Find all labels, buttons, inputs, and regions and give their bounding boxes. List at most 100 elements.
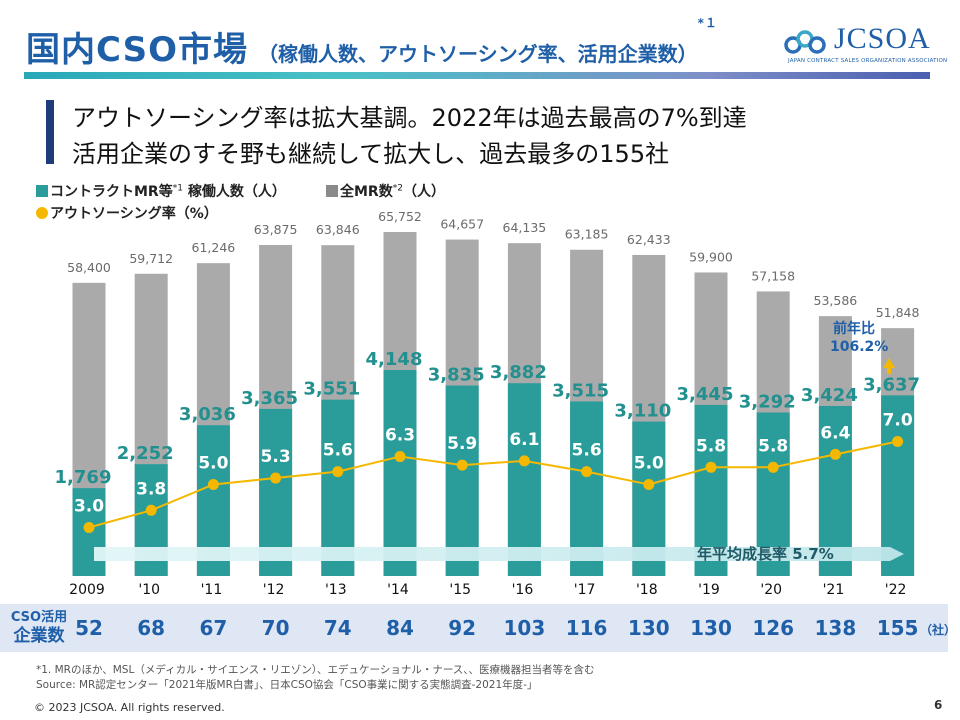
total-value-label: 64,135 bbox=[503, 220, 547, 235]
total-value-label: 58,400 bbox=[67, 260, 111, 275]
message-bar bbox=[46, 100, 54, 164]
cso-value: 92 bbox=[448, 616, 477, 640]
rate-labels: 3.0 3.8 5.0 5.3 5.6 6.3 5.9 6.1 5.6 5.0 5.8 5.8 6.4 7… bbox=[74, 411, 913, 517]
rate-point bbox=[643, 479, 655, 490]
contract-value-label: 3,835 bbox=[428, 365, 485, 386]
legend-total-suffix: （人） bbox=[402, 184, 445, 200]
growth-label: 年平均成長率 5.7% bbox=[697, 545, 834, 563]
rate-value-label: 5.3 bbox=[261, 447, 291, 467]
x-tick-label: '13 bbox=[325, 582, 347, 598]
rate-point bbox=[394, 451, 406, 463]
contract-value-label: 3,036 bbox=[179, 404, 236, 425]
rate-point bbox=[270, 472, 282, 484]
contract-bar bbox=[445, 385, 479, 576]
contract-value-label: 3,365 bbox=[241, 388, 298, 409]
legend-total-swatch bbox=[326, 185, 338, 197]
rate-value-label: 6.3 bbox=[385, 426, 415, 446]
legend-total-note: *2 bbox=[392, 183, 403, 194]
contract-value-label: 1,769 bbox=[55, 467, 112, 488]
total-value-label: 61,246 bbox=[192, 240, 236, 255]
x-tick-label: '18 bbox=[636, 582, 658, 598]
page-subtitle: （稼働人数、アウトソーシング率、活用企業数） bbox=[257, 42, 698, 66]
x-tick-label: '10 bbox=[138, 582, 160, 598]
rate-polyline bbox=[88, 440, 898, 529]
rate-value-label: 6.4 bbox=[820, 423, 850, 443]
contract-value-label: 2,252 bbox=[117, 443, 174, 464]
message-line-2: 活用企業のすそ野も継続して拡大し、過去最多の155社 bbox=[72, 140, 670, 168]
rate-value-label: 5.6 bbox=[323, 441, 353, 461]
x-tick-label: '16 bbox=[512, 582, 534, 598]
rate-point bbox=[829, 448, 841, 460]
cso-value: 67 bbox=[199, 616, 228, 640]
rate-point bbox=[456, 459, 468, 471]
legend-rate-dot bbox=[36, 207, 48, 219]
cso-label-line-2: 企業数 bbox=[13, 626, 65, 646]
x-tick-label: '22 bbox=[885, 582, 907, 598]
contract-value-label: 3,424 bbox=[801, 385, 858, 406]
rate-value-label: 6.1 bbox=[509, 430, 539, 450]
logo-icon bbox=[784, 30, 826, 54]
legend-contract-label: コントラクトMR等 bbox=[50, 184, 173, 200]
cso-value: 116 bbox=[565, 616, 608, 640]
cso-value: 52 bbox=[75, 616, 103, 640]
rate-point bbox=[581, 466, 593, 478]
legend-rate-label: アウトソーシング率（%） bbox=[50, 206, 218, 222]
total-value-label: 62,433 bbox=[627, 232, 671, 247]
total-value-label: 53,586 bbox=[814, 293, 858, 308]
rate-point bbox=[145, 504, 157, 516]
contract-value-label: 3,551 bbox=[303, 379, 360, 400]
contract-bar bbox=[321, 399, 355, 576]
legend-total-label: 全MR数 bbox=[340, 184, 393, 200]
contract-value-label: 3,292 bbox=[739, 392, 796, 413]
rate-point bbox=[892, 436, 904, 447]
cso-value: 74 bbox=[323, 616, 352, 640]
x-tick-label: '14 bbox=[387, 582, 409, 598]
copyright: © 2023 JCSOA. All rights reserved. bbox=[34, 701, 225, 714]
total-value-label: 59,900 bbox=[689, 249, 733, 264]
rate-value-label: 5.8 bbox=[696, 436, 726, 456]
contract-value-label: 3,110 bbox=[614, 401, 671, 422]
rate-line bbox=[83, 436, 904, 533]
contract-value-label: 3,515 bbox=[552, 380, 609, 401]
rate-point bbox=[705, 461, 717, 473]
cso-value: 84 bbox=[386, 616, 414, 640]
x-tick-labels: 2009 '10 '11 '12 '13 '14 '15 '16 '17 '18 '19 '20 '21… bbox=[69, 582, 906, 598]
x-tick-label: 2009 bbox=[69, 582, 105, 598]
legend-contract-suffix: 稼働人数（人） bbox=[182, 184, 286, 200]
contract-bar bbox=[507, 383, 541, 576]
legend-contract: コントラクトMR等*1 稼働人数（人） bbox=[36, 181, 286, 201]
contract-value-label: 3,882 bbox=[490, 362, 547, 383]
page-number: 6 bbox=[934, 698, 943, 712]
cso-value: 103 bbox=[503, 616, 546, 640]
cso-value: 155 bbox=[876, 616, 919, 640]
cso-label-line-1: CSO活用 bbox=[10, 610, 68, 625]
x-tick-label: '21 bbox=[823, 582, 845, 598]
x-tick-label: '15 bbox=[449, 582, 471, 598]
total-value-label: 63,846 bbox=[316, 222, 360, 237]
cso-unit: （社） bbox=[920, 623, 957, 637]
growth-arrow bbox=[94, 547, 904, 561]
legend-contract-note: *1 bbox=[172, 183, 183, 194]
total-value-label: 64,657 bbox=[440, 217, 484, 232]
rate-value-label: 5.0 bbox=[198, 454, 228, 474]
total-value-label: 65,752 bbox=[378, 209, 422, 224]
total-value-label: 51,848 bbox=[876, 305, 920, 320]
cso-value: 130 bbox=[690, 616, 732, 640]
page-title-main: 国内CSO市場 bbox=[26, 30, 248, 70]
cso-row-label: CSO活用 企業数 bbox=[4, 604, 74, 652]
yoy-label: 前年比 bbox=[833, 320, 875, 337]
rate-value-label: 5.0 bbox=[634, 454, 664, 474]
contract-bar bbox=[383, 370, 417, 576]
yoy-value: 106.2% bbox=[830, 339, 888, 355]
total-value-label: 57,158 bbox=[751, 268, 795, 283]
header-rule bbox=[24, 72, 930, 79]
page-subtitle-note: *１ bbox=[697, 16, 718, 30]
x-tick-label: '17 bbox=[574, 582, 596, 598]
message-line-1: アウトソーシング率は拡大基調。2022年は過去最高の7%到達 bbox=[72, 104, 747, 132]
total-value-label: 59,712 bbox=[129, 251, 173, 266]
rate-point bbox=[207, 479, 219, 490]
cso-value: 70 bbox=[261, 616, 290, 640]
x-tick-label: '11 bbox=[201, 582, 223, 598]
